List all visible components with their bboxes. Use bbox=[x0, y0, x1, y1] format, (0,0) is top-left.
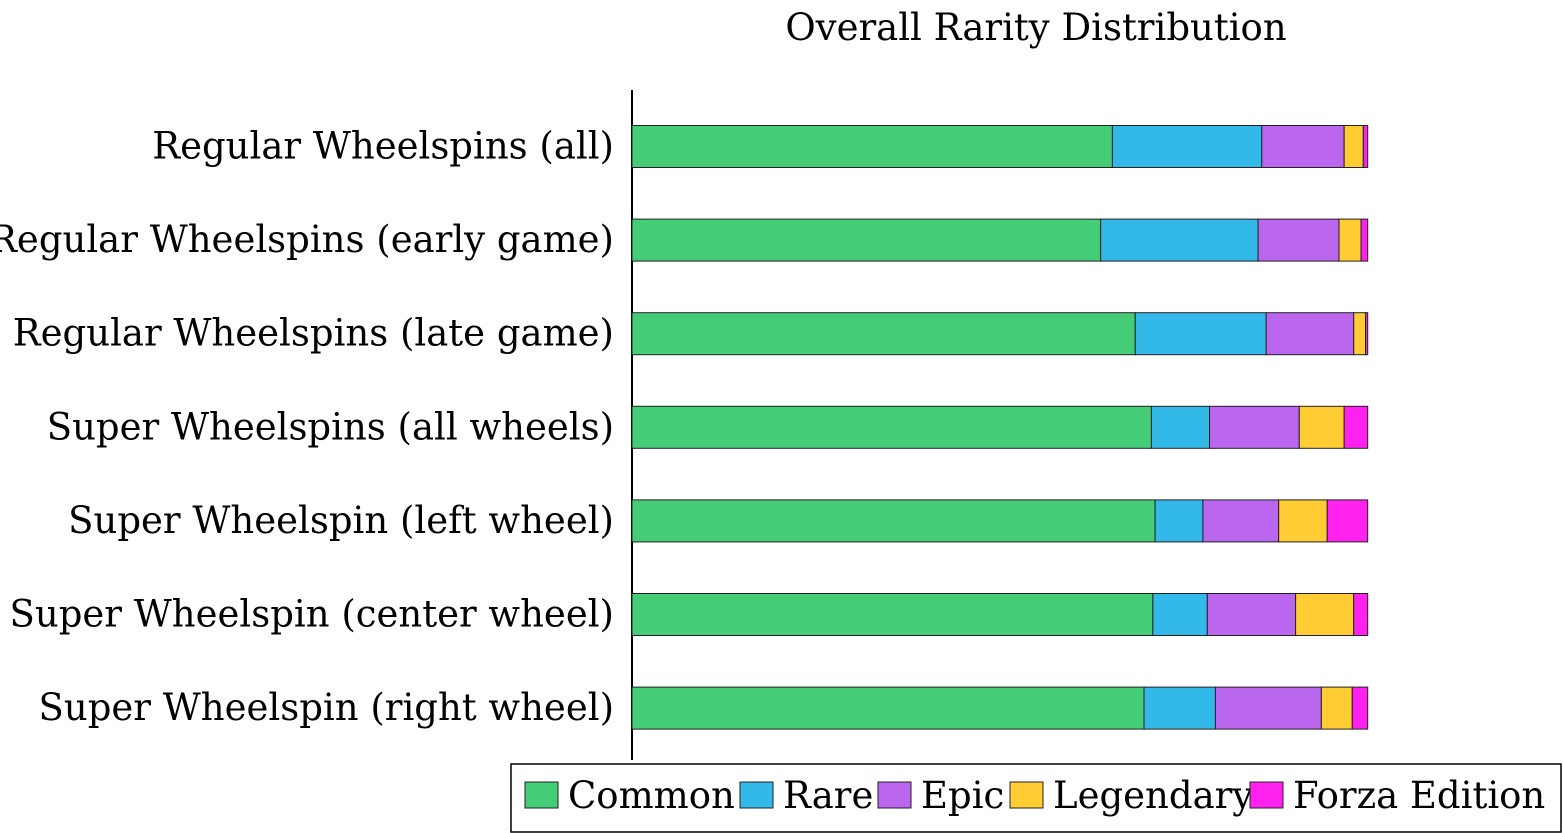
bar-segment-rare bbox=[1154, 499, 1204, 543]
bar-segment-forza-edition bbox=[1360, 218, 1369, 262]
bar-segment-legendary bbox=[1320, 686, 1353, 730]
bar-segment-forza-edition bbox=[1343, 405, 1369, 449]
legend-swatch-forza-edition bbox=[1249, 781, 1284, 809]
bar-segment-forza-edition bbox=[1364, 312, 1369, 356]
bar-segment-epic bbox=[1265, 312, 1355, 356]
bar-segment-common bbox=[631, 218, 1102, 262]
legend-swatch-epic bbox=[877, 781, 912, 809]
category-label: Regular Wheelspins (early game) bbox=[0, 218, 614, 261]
bar-segment-legendary bbox=[1353, 312, 1366, 356]
legend-swatch-common bbox=[524, 781, 559, 809]
category-labels: Regular Wheelspins (all) Regular Wheelspi… bbox=[0, 125, 614, 730]
bar-segment-epic bbox=[1257, 218, 1340, 262]
category-label: Super Wheelspin (right wheel) bbox=[39, 686, 614, 729]
bar-segment-common bbox=[631, 125, 1113, 168]
legend-label: Forza Edition bbox=[1293, 774, 1545, 817]
bar-segment-rare bbox=[1152, 593, 1208, 636]
bar-segment-common bbox=[631, 593, 1154, 636]
legend: Common Rare Epic Legendary Forza Edition bbox=[510, 763, 1562, 833]
bar-segment-rare bbox=[1134, 312, 1267, 356]
bar-segment-rare bbox=[1100, 218, 1259, 262]
category-label: Super Wheelspin (left wheel) bbox=[68, 499, 614, 542]
legend-label: Common bbox=[568, 774, 735, 817]
bar-segment-epic bbox=[1214, 686, 1322, 730]
legend-swatch-legendary bbox=[1009, 781, 1044, 809]
bar-segment-legendary bbox=[1338, 218, 1362, 262]
bar-segment-epic bbox=[1206, 593, 1297, 636]
legend-swatch-rare bbox=[739, 781, 774, 809]
bar-segment-forza-edition bbox=[1351, 686, 1369, 730]
category-label: Super Wheelspin (center wheel) bbox=[10, 593, 614, 636]
bar-segment-forza-edition bbox=[1353, 593, 1369, 636]
bar-segment-forza-edition bbox=[1362, 125, 1369, 168]
bar-segment-legendary bbox=[1278, 499, 1328, 543]
stacked-bars bbox=[631, 125, 1369, 730]
legend-label: Epic bbox=[921, 774, 1004, 817]
bar-segment-rare bbox=[1111, 125, 1263, 168]
bar-segment-forza-edition bbox=[1326, 499, 1369, 543]
bar-segment-rare bbox=[1150, 405, 1211, 449]
bar-segment-common bbox=[631, 686, 1145, 730]
legend-label: Legendary bbox=[1053, 774, 1253, 817]
bar-segment-epic bbox=[1209, 405, 1300, 449]
chart-title: Overall Rarity Distribution bbox=[785, 6, 1286, 49]
bar-segment-epic bbox=[1261, 125, 1345, 168]
category-label: Regular Wheelspins (all) bbox=[152, 125, 614, 168]
category-label: Regular Wheelspins (late game) bbox=[13, 312, 614, 355]
bar-segment-common bbox=[631, 312, 1136, 356]
bar-segment-legendary bbox=[1298, 405, 1345, 449]
bar-segment-legendary bbox=[1295, 593, 1355, 636]
category-label: Super Wheelspins (all wheels) bbox=[47, 405, 614, 448]
bar-segment-rare bbox=[1143, 686, 1216, 730]
bar-segment-epic bbox=[1202, 499, 1280, 543]
bar-segment-common bbox=[631, 405, 1152, 449]
bar-segment-common bbox=[631, 499, 1156, 543]
legend-label: Rare bbox=[783, 774, 873, 817]
bar-segment-legendary bbox=[1343, 125, 1364, 168]
